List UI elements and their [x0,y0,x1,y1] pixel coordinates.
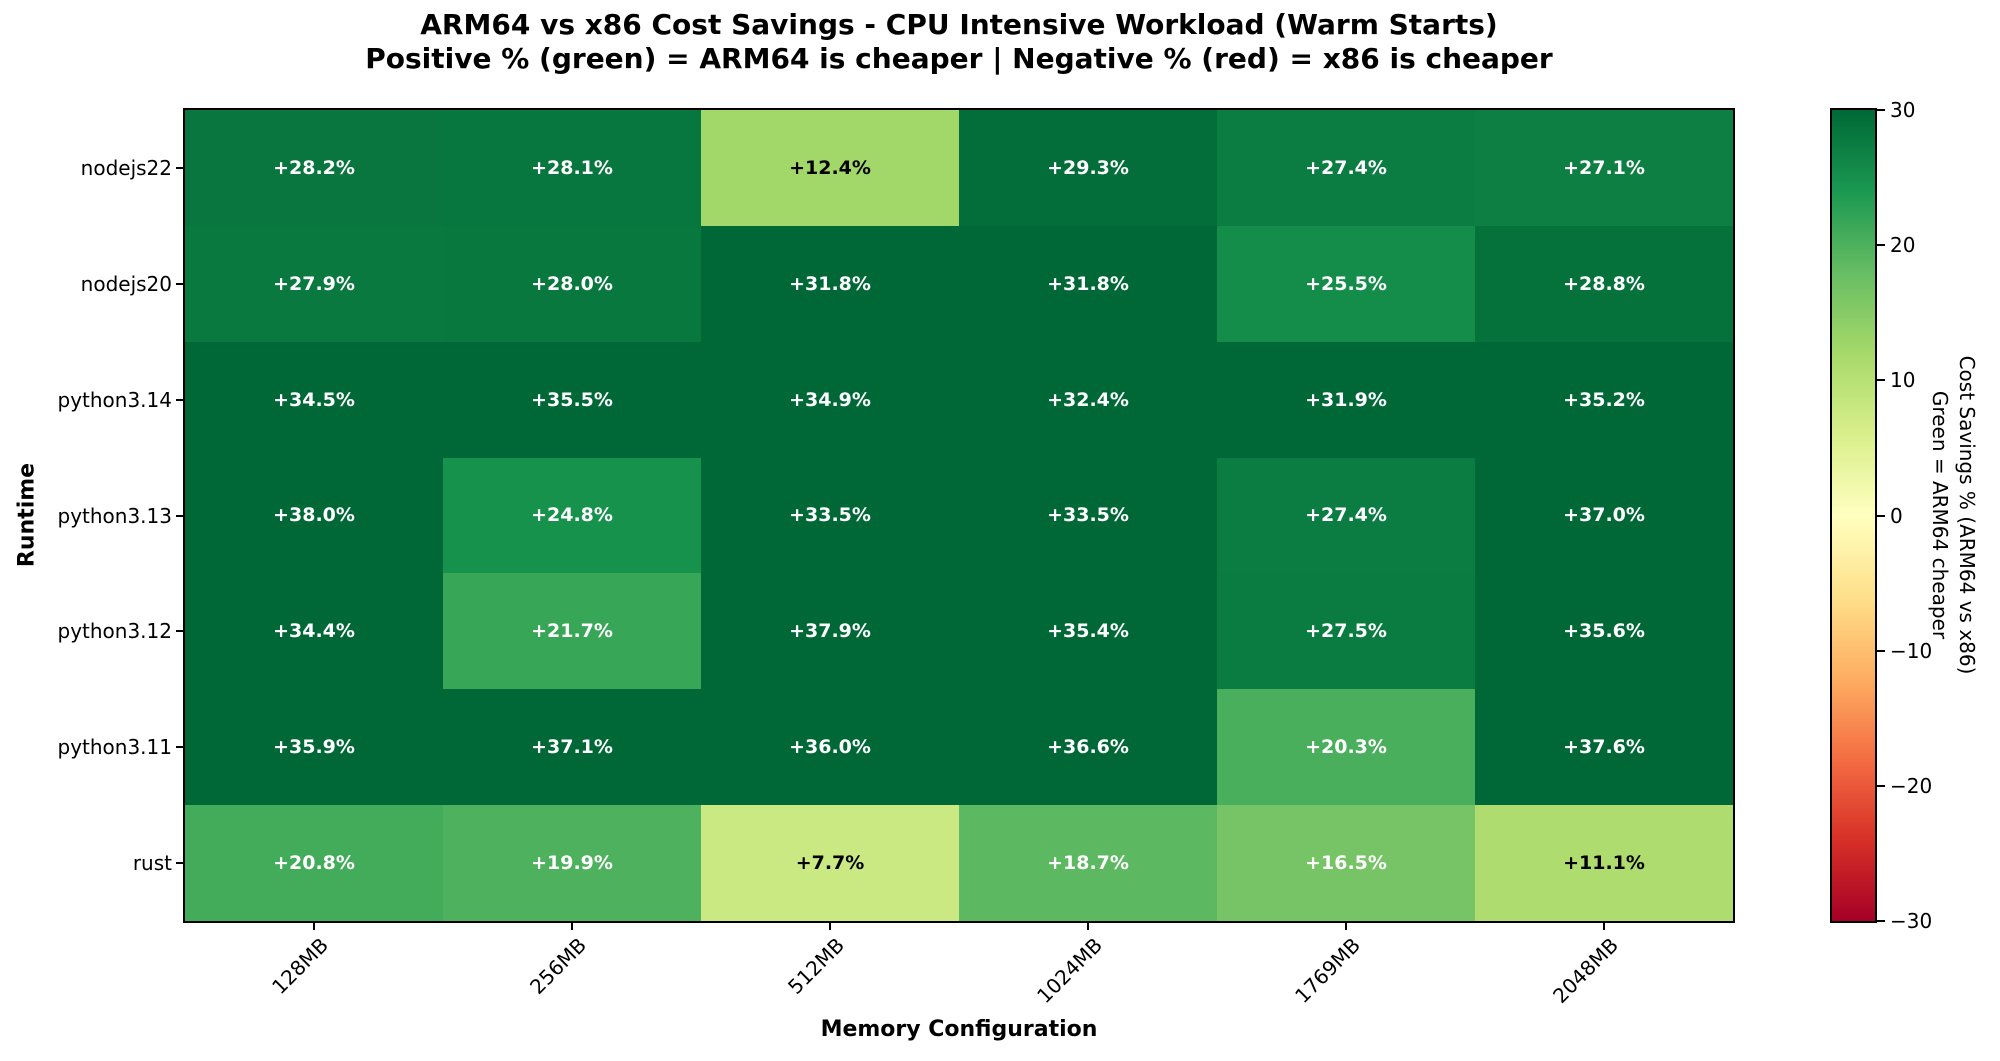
chart-title-line2: Positive % (green) = ARM64 is cheaper | … [365,42,1553,75]
heatmap-cell-python3.13-1769MB: +27.4% [1217,457,1475,574]
colorbar-label: Cost Savings % (ARM64 vs x86) Green = AR… [1926,356,1980,675]
y-axis-label: Runtime [14,462,40,568]
heatmap-cell-rust-2048MB: +11.1% [1475,805,1733,921]
heatmap-cell-nodejs22-1024MB: +29.3% [959,110,1217,226]
heatmap-cell-python3.11-128MB: +35.9% [185,689,443,806]
colorbar-tick-mark [1877,109,1885,111]
colorbar-tick-label-−30: −30 [1890,909,1933,933]
y-tick-label-python3.11: python3.11 [57,735,173,760]
x-tick-mark [313,921,315,930]
y-tick-mark [176,862,185,865]
colorbar-tick-mark [1877,649,1885,652]
heatmap-cell-python3.13-256MB: +24.8% [443,457,701,574]
heatmap-cell-python3.12-1769MB: +27.5% [1217,573,1475,690]
colorbar-tick-label-−20: −20 [1890,773,1933,798]
colorbar-tick-label-30: 30 [1890,98,1916,122]
y-tick-label-nodejs20: nodejs20 [80,271,172,296]
heatmap-cell-rust-512MB: +7.7% [701,805,959,921]
heatmap-cell-python3.13-512MB: +33.5% [701,457,959,574]
heatmap-cell-nodejs20-256MB: +28.0% [443,225,701,342]
heatmap-cell-rust-1769MB: +16.5% [1217,805,1475,921]
heatmap-cell-python3.14-256MB: +35.5% [443,341,701,458]
heatmap-cell-python3.14-1024MB: +32.4% [959,341,1217,458]
heatmap-cell-nodejs22-256MB: +28.1% [443,110,701,226]
heatmap-cell-nodejs20-128MB: +27.9% [185,225,443,342]
y-tick-mark [176,630,185,633]
y-tick-mark [176,166,185,169]
colorbar-tick-label-−10: −10 [1890,638,1933,663]
y-tick-mark [176,282,185,285]
heatmap-cell-nodejs22-128MB: +28.2% [185,110,443,226]
colorbar-tick-label-20: 20 [1890,233,1916,258]
y-tick-label-nodejs22: nodejs22 [80,155,172,180]
heatmap-cell-python3.14-128MB: +34.5% [185,341,443,458]
heatmap-cell-python3.12-1024MB: +35.4% [959,573,1217,690]
heatmap-cell-python3.14-512MB: +34.9% [701,341,959,458]
heatmap-cell-nodejs20-512MB: +31.8% [701,225,959,342]
colorbar-tick-label-10: 10 [1890,368,1916,393]
colorbar-label-line2: Green = ARM64 cheaper [1928,390,1952,640]
heatmap-cell-python3.11-2048MB: +37.6% [1475,689,1733,806]
heatmap-cell-nodejs20-1024MB: +31.8% [959,225,1217,342]
colorbar-tick-mark [1877,514,1885,517]
heatmap-cell-nodejs20-1769MB: +25.5% [1217,225,1475,342]
heatmap-cell-python3.13-2048MB: +37.0% [1475,457,1733,574]
y-tick-label-python3.13: python3.13 [57,503,173,528]
colorbar-tick-mark [1877,784,1885,787]
heatmap-cell-python3.13-128MB: +38.0% [185,457,443,574]
x-tick-mark [1087,921,1089,930]
colorbar-tick-label-0: 0 [1890,503,1903,528]
heatmap-cell-python3.11-1769MB: +20.3% [1217,689,1475,806]
y-tick-mark [176,746,185,749]
x-tick-mark [571,921,573,930]
heatmap-cell-python3.14-1769MB: +31.9% [1217,341,1475,458]
y-tick-label-python3.12: python3.12 [57,619,173,644]
y-tick-mark [176,514,185,517]
heatmap-cell-rust-128MB: +20.8% [185,805,443,921]
x-tick-mark [1345,921,1347,930]
colorbar-tick-mark [1877,379,1885,382]
colorbar-tick-mark [1877,244,1885,247]
y-tick-mark [176,398,185,401]
heatmap-cell-python3.11-256MB: +37.1% [443,689,701,806]
heatmap-cell-python3.11-512MB: +36.0% [701,689,959,806]
heatmap-cell-nodejs20-2048MB: +28.8% [1475,225,1733,342]
heatmap-cell-python3.11-1024MB: +36.6% [959,689,1217,806]
chart-title: ARM64 vs x86 Cost Savings - CPU Intensiv… [185,8,1733,76]
heatmap-cell-rust-256MB: +19.9% [443,805,701,921]
x-tick-mark [1603,921,1605,930]
heatmap-cell-nodejs22-1769MB: +27.4% [1217,110,1475,226]
x-axis-label: Memory Configuration [820,1017,1098,1042]
heatmap-cell-python3.12-256MB: +21.7% [443,573,701,690]
heatmap-cell-python3.12-128MB: +34.4% [185,573,443,690]
heatmap-cell-python3.14-2048MB: +35.2% [1475,341,1733,458]
heatmap-cell-python3.12-512MB: +37.9% [701,573,959,690]
y-tick-label-python3.14: python3.14 [57,387,173,412]
y-tick-label-rust: rust [132,851,172,876]
heatmap-cell-python3.13-1024MB: +33.5% [959,457,1217,574]
colorbar [1830,108,1877,923]
heatmap-plot-area: +28.2% +28.1% +12.4% +29.3% +27.4% +27.1% +27.… [183,108,1735,923]
heatmap-grid: +28.2% +28.1% +12.4% +29.3% +27.4% +27.1% +27.… [185,110,1733,921]
heatmap-cell-rust-1024MB: +18.7% [959,805,1217,921]
chart-title-line1: ARM64 vs x86 Cost Savings - CPU Intensiv… [420,8,1498,41]
heatmap-cell-nodejs22-512MB: +12.4% [701,110,959,226]
x-tick-mark [829,921,831,930]
colorbar-label-line1: Cost Savings % (ARM64 vs x86) [1955,355,1979,675]
colorbar-tick-mark [1877,920,1885,922]
heatmap-cell-nodejs22-2048MB: +27.1% [1475,110,1733,226]
heatmap-cell-python3.12-2048MB: +35.6% [1475,573,1733,690]
